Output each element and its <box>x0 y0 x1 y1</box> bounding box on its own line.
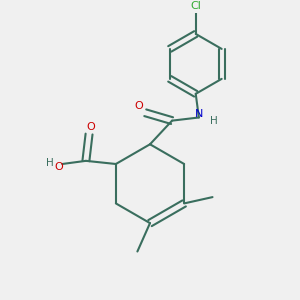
Text: O: O <box>86 122 95 132</box>
Text: N: N <box>195 109 204 119</box>
Text: Cl: Cl <box>190 2 201 11</box>
Text: H: H <box>210 116 218 126</box>
Text: O: O <box>134 101 143 111</box>
Text: O: O <box>55 161 64 172</box>
Text: H: H <box>46 158 54 168</box>
